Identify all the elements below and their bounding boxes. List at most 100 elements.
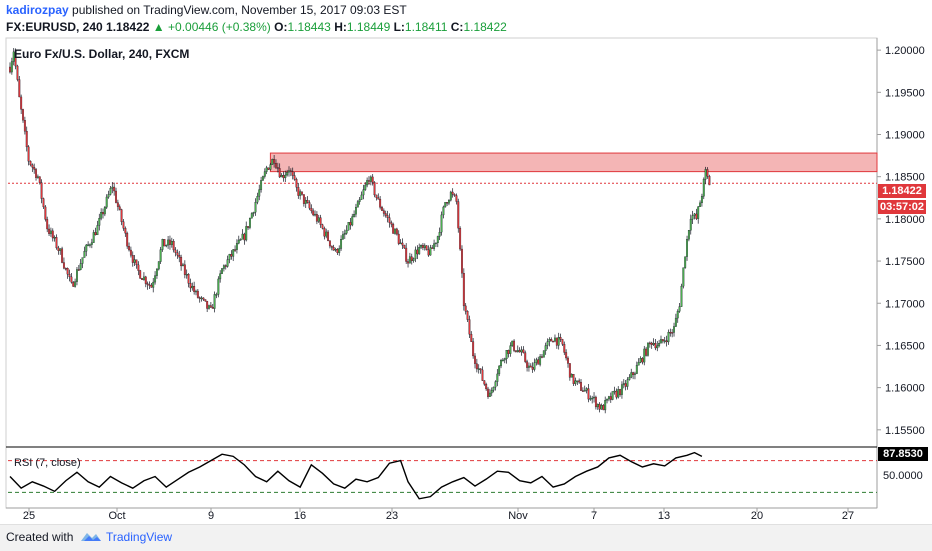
candle-body xyxy=(518,350,521,353)
candle-body xyxy=(129,249,132,256)
candle-body xyxy=(269,164,272,170)
candle-body xyxy=(453,194,456,196)
candle xyxy=(624,379,627,391)
candle xyxy=(152,277,155,293)
resistance-zone[interactable] xyxy=(269,152,878,173)
candle xyxy=(66,267,69,279)
candle xyxy=(539,354,542,367)
candle xyxy=(178,250,181,263)
candle xyxy=(200,296,203,302)
candle xyxy=(368,176,370,185)
candle-body xyxy=(368,180,370,182)
candle-body xyxy=(663,340,666,342)
candle-body xyxy=(109,187,112,195)
candle xyxy=(392,222,395,234)
rsi-indicator-label[interactable]: RSI (7, close) xyxy=(14,457,81,469)
candle-body xyxy=(676,311,679,319)
candle-body xyxy=(228,253,231,260)
candle xyxy=(133,255,136,266)
time-tick-label: 25 xyxy=(23,510,35,522)
candle-body xyxy=(165,244,168,247)
candle xyxy=(102,208,104,219)
candle-body xyxy=(230,253,233,257)
candle xyxy=(635,361,638,375)
candle xyxy=(87,241,90,247)
candle-body xyxy=(159,249,162,262)
candle xyxy=(327,229,330,242)
candle xyxy=(641,357,644,365)
candle xyxy=(328,240,331,249)
candle xyxy=(215,292,218,299)
candle-body xyxy=(27,146,30,162)
candle-body xyxy=(699,202,702,207)
candle-body xyxy=(686,239,688,257)
candle-body xyxy=(494,381,497,388)
candle-body xyxy=(260,180,263,190)
candle-body xyxy=(193,286,196,292)
price-chart[interactable]: 1.20000 1.19500 1.19000 1.18500 1.18000 1.175… xyxy=(0,0,932,524)
candle-body xyxy=(195,290,197,293)
author-name[interactable]: kadirozpay xyxy=(6,3,69,17)
candle xyxy=(394,228,396,235)
price-tick-label: 1.16000 xyxy=(885,383,925,395)
candle xyxy=(208,304,210,310)
candle-body xyxy=(289,170,292,172)
candle-body xyxy=(622,383,625,385)
candle-body xyxy=(200,297,203,300)
candle xyxy=(271,158,274,165)
candle xyxy=(658,339,661,348)
candle-body xyxy=(634,373,636,375)
time-tick-label: Oct xyxy=(108,510,125,522)
tradingview-brand[interactable]: TradingView xyxy=(106,530,173,544)
high-label: H: xyxy=(334,20,347,34)
candle-body xyxy=(544,345,547,351)
candle xyxy=(572,374,575,387)
candle xyxy=(693,212,696,220)
tradingview-logo-icon[interactable] xyxy=(80,529,102,543)
candle xyxy=(632,371,635,380)
candle xyxy=(637,358,640,366)
candle xyxy=(494,380,497,391)
candle-body xyxy=(126,232,129,247)
candle xyxy=(555,337,558,349)
candle xyxy=(481,366,484,382)
candle-body xyxy=(611,391,614,400)
candle-body xyxy=(606,398,609,401)
candle-body xyxy=(221,268,223,274)
candle xyxy=(356,200,359,208)
candle xyxy=(252,211,255,217)
candle-body xyxy=(271,159,274,165)
candle-body xyxy=(567,357,569,364)
candle-body xyxy=(652,343,655,345)
candle xyxy=(546,338,549,350)
candle-body xyxy=(282,175,285,179)
time-tick-label: 20 xyxy=(751,510,763,522)
candle xyxy=(518,347,521,353)
candle xyxy=(665,335,668,347)
symbol-label[interactable]: FX:EURUSD, 240 xyxy=(6,20,103,34)
candle-body xyxy=(139,270,142,279)
candle-body xyxy=(455,195,458,202)
candle xyxy=(129,246,132,258)
candle-body xyxy=(204,299,207,302)
candle xyxy=(163,239,166,247)
candle xyxy=(557,332,560,350)
candle-body xyxy=(105,196,108,208)
candle xyxy=(470,331,473,342)
candle-body xyxy=(645,348,648,356)
candle-body xyxy=(328,240,331,247)
candle xyxy=(243,232,246,245)
time-tick-label: 7 xyxy=(591,510,597,522)
candle xyxy=(652,338,655,347)
candle-body xyxy=(684,256,687,268)
candle xyxy=(18,76,21,98)
candle xyxy=(248,217,251,230)
candle xyxy=(634,371,636,380)
candle-body xyxy=(433,243,436,249)
candle xyxy=(211,303,214,309)
candle-body xyxy=(275,163,277,168)
candle-body xyxy=(92,232,95,243)
candle xyxy=(260,176,263,193)
price-tick-label: 1.16500 xyxy=(885,340,925,352)
candle-body xyxy=(59,248,62,251)
